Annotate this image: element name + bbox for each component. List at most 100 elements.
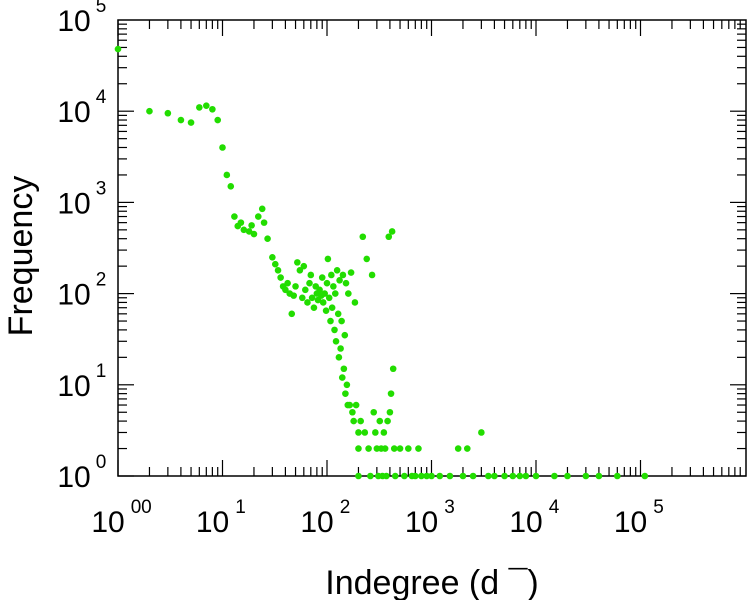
data-point: [282, 286, 289, 294]
data-point: [321, 290, 328, 297]
data-point: [290, 292, 297, 299]
data-point: [485, 472, 492, 480]
data-point: [352, 401, 360, 409]
x-tick-exponent: 0: [131, 497, 142, 518]
data-point: [491, 472, 498, 480]
y-tick-exponent: 5: [96, 0, 107, 17]
data-point: [339, 271, 347, 279]
data-point: [381, 445, 389, 452]
x-tick-label: 10: [300, 506, 333, 539]
data-point: [260, 219, 268, 226]
data-point: [264, 235, 271, 242]
data-point: [469, 472, 477, 480]
data-point: [338, 317, 345, 325]
data-point: [396, 445, 404, 452]
data-point: [355, 472, 362, 480]
data-point: [302, 286, 309, 294]
data-point: [390, 445, 398, 452]
data-point: [401, 472, 408, 480]
data-point: [363, 255, 371, 263]
data-point: [355, 445, 362, 452]
data-point: [334, 310, 342, 318]
data-point: [248, 222, 255, 229]
data-point: [337, 345, 344, 352]
x-tick-exponent: 3: [444, 497, 455, 518]
data-point: [454, 445, 462, 452]
data-point: [368, 271, 376, 279]
data-point: [177, 116, 185, 124]
x-tick-exponent: 1: [235, 497, 246, 518]
data-point: [349, 408, 356, 416]
data-point: [346, 401, 354, 409]
data-point: [254, 213, 262, 220]
x-tick-extra-label: 0: [141, 497, 152, 518]
data-point: [316, 286, 323, 294]
data-point: [384, 417, 391, 425]
data-point: [564, 472, 571, 480]
data-point: [370, 408, 378, 416]
data-point: [328, 271, 335, 279]
data-point: [284, 279, 291, 287]
y-tick-exponent: 0: [96, 452, 107, 473]
data-point: [595, 472, 603, 480]
y-tick-label: 10: [57, 461, 90, 494]
x-tick-label: 10: [405, 506, 438, 539]
data-point: [350, 417, 357, 425]
data-point: [271, 260, 279, 268]
data-point: [223, 171, 231, 179]
data-point: [306, 279, 313, 287]
data-point: [219, 144, 226, 151]
x-tick-exponent: 4: [549, 497, 560, 518]
data-point: [415, 445, 422, 452]
data-point: [412, 472, 419, 480]
data-point: [164, 109, 172, 117]
y-axis-label: Frequency: [2, 176, 40, 337]
data-point: [389, 365, 397, 373]
data-point: [338, 374, 346, 381]
y-tick-label: 10: [57, 96, 90, 129]
data-point: [365, 445, 372, 452]
data-point: [331, 326, 338, 334]
data-point: [386, 408, 394, 416]
data-point: [250, 230, 258, 238]
data-point: [372, 429, 379, 436]
data-point: [340, 365, 348, 373]
data-point: [114, 45, 122, 53]
data-point: [325, 294, 333, 302]
data-point: [274, 267, 282, 274]
y-tick-exponent: 2: [96, 270, 107, 291]
data-point: [227, 183, 235, 190]
data-point: [351, 299, 359, 306]
data-point: [532, 472, 540, 480]
data-point: [214, 116, 222, 124]
data-point: [516, 472, 524, 480]
data-point: [319, 299, 327, 306]
data-point: [509, 472, 517, 480]
data-point: [308, 294, 316, 302]
data-point: [446, 472, 454, 480]
data-point: [296, 267, 304, 274]
data-point: [380, 429, 388, 436]
data-point: [327, 317, 334, 325]
data-point: [300, 262, 308, 270]
data-point: [342, 390, 349, 397]
data-point: [501, 472, 508, 480]
data-point: [324, 255, 332, 263]
data-point: [551, 472, 558, 480]
data-point: [391, 472, 399, 480]
data-point: [478, 429, 485, 436]
y-tick-label: 10: [57, 279, 90, 312]
data-point: [328, 304, 336, 312]
data-point: [187, 119, 195, 126]
y-tick-label: 10: [57, 187, 90, 220]
x-tick-label: 10: [509, 506, 542, 539]
data-point: [310, 304, 318, 312]
data-point: [240, 226, 248, 234]
data-point: [367, 472, 374, 480]
data-point: [146, 107, 153, 115]
y-tick-label: 10: [57, 370, 90, 403]
data-point: [269, 254, 276, 261]
data-point: [436, 472, 444, 480]
data-point: [336, 276, 343, 284]
data-point: [342, 279, 350, 287]
